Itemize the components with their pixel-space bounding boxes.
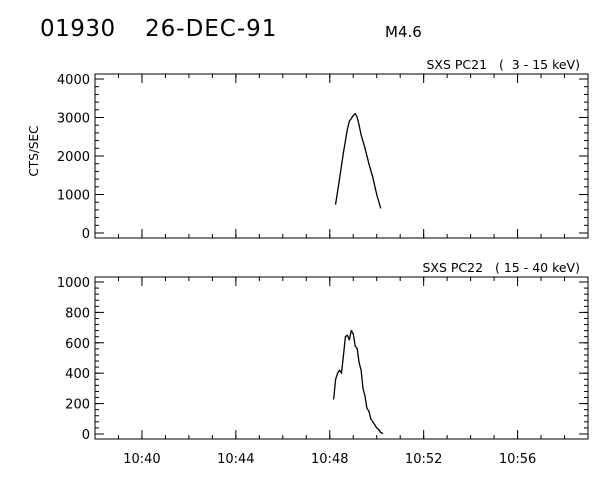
y-tick-label: 0 <box>82 428 90 443</box>
data-point <box>352 114 354 117</box>
data-point <box>346 128 348 130</box>
data-point <box>344 336 347 338</box>
data-point <box>378 428 380 431</box>
x-tick-label: 10:48 <box>311 452 348 467</box>
x-tick-label: 10:44 <box>217 452 254 467</box>
series-line <box>333 329 383 434</box>
plot-frame <box>94 73 589 239</box>
data-point <box>336 372 339 374</box>
x-tick-label: 10:40 <box>123 452 160 467</box>
data-point <box>380 207 382 209</box>
data-point <box>376 427 378 429</box>
y-tick-label: 200 <box>65 398 90 413</box>
y-tick-label: 800 <box>65 306 90 321</box>
data-point <box>381 432 384 434</box>
data-point <box>372 421 374 423</box>
data-point <box>352 333 354 335</box>
data-point <box>346 334 348 336</box>
data-point <box>380 431 382 434</box>
data-point <box>354 113 356 115</box>
data-point <box>348 120 350 122</box>
y-axis-label: CTS/SEC <box>27 126 41 177</box>
data-point <box>342 151 345 153</box>
y-tick-label: 0 <box>82 227 90 242</box>
data-point <box>368 163 370 165</box>
event-id: 01930 <box>40 16 116 42</box>
x-tick-label: 10:52 <box>405 452 442 467</box>
y-tick-label: 4000 <box>57 73 90 88</box>
y-tick-label: 1000 <box>57 189 90 204</box>
data-point <box>366 407 368 409</box>
y-tick-label: 1000 <box>57 276 90 291</box>
panel-title: SXS PC22 ( 15 - 40 keV) <box>422 260 580 275</box>
data-point <box>348 339 350 341</box>
data-point <box>335 378 337 380</box>
data-point <box>333 398 335 400</box>
data-point <box>335 203 337 205</box>
data-point <box>362 387 364 389</box>
data-point <box>358 361 360 364</box>
data-point <box>376 193 378 196</box>
data-point <box>374 424 376 426</box>
data-point <box>338 178 341 180</box>
y-tick-label: 400 <box>65 367 90 382</box>
flare-class: M4.6 <box>385 23 422 41</box>
y-tick-label: 2000 <box>57 150 90 165</box>
data-point <box>340 372 343 374</box>
series-line <box>334 112 382 209</box>
plot-frame <box>94 276 589 440</box>
data-point <box>360 369 362 371</box>
data-point <box>338 369 341 371</box>
data-point <box>356 116 358 119</box>
data-point <box>364 395 366 397</box>
data-point <box>342 354 345 356</box>
data-point <box>372 176 374 178</box>
data-point <box>350 330 352 332</box>
data-point <box>364 147 366 149</box>
data-point <box>354 345 356 347</box>
data-point <box>370 418 372 420</box>
data-point <box>356 348 358 350</box>
panel-title: SXS PC21 ( 3 - 15 keV) <box>426 57 580 72</box>
y-tick-label: 3000 <box>57 112 90 127</box>
y-tick-label: 600 <box>65 337 90 352</box>
data-point <box>360 134 362 136</box>
event-date: 26-DEC-91 <box>145 16 278 42</box>
data-point <box>358 124 360 126</box>
x-tick-label: 10:56 <box>499 452 536 467</box>
data-point <box>368 410 370 412</box>
